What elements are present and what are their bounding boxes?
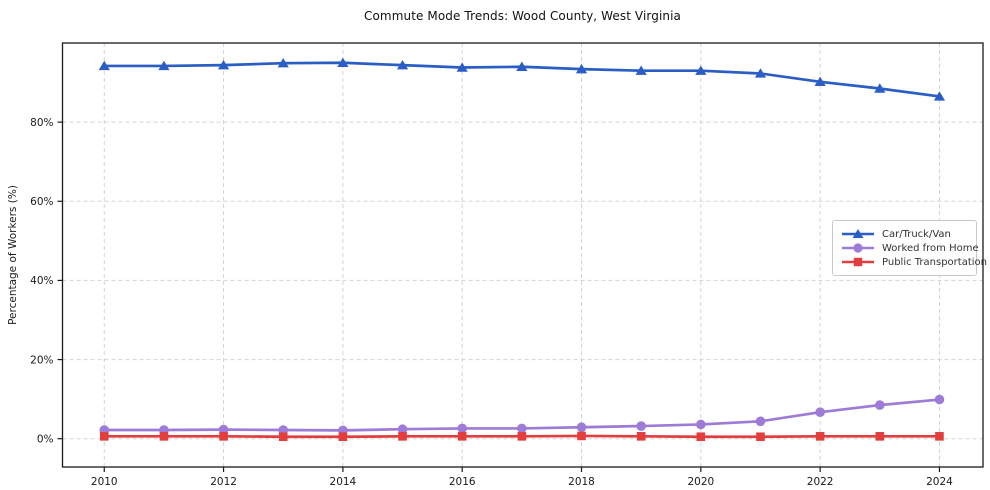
legend-label-car-truck-van: Car/Truck/Van [882,228,951,240]
data-point-marker [217,59,230,70]
data-point-marker [517,432,527,441]
legend: Car/Truck/Van Worked from Home Public Tran… [832,220,987,276]
legend-label-public-transportation: Public Transportation [882,256,987,268]
data-point-marker [278,432,288,442]
x-tick-label: 2012 [210,476,237,488]
x-tick-label: 2018 [568,476,595,488]
data-point-marker [874,400,885,410]
axes-border [61,42,984,468]
data-point-marker [695,65,707,75]
data-point-marker [218,424,229,435]
series-car-truck-van [98,57,946,101]
data-point-marker [98,60,110,71]
data-point-marker [933,91,946,101]
legend-item-public-transportation: Public Transportation [839,255,987,269]
y-tick-label: 0% [37,433,54,445]
data-point-marker [457,432,467,441]
series-public-transportation [99,431,944,442]
data-point-marker [397,424,408,435]
data-point-marker [158,60,170,71]
data-point-marker [696,419,706,430]
y-tick-label: 20% [30,354,53,366]
x-tick-label: 2022 [807,476,834,488]
legend-circle-marker-icon [842,243,874,253]
legend-label-worked-from-home: Worked from Home [882,242,979,254]
data-point-marker [338,432,348,442]
data-point-marker [517,423,527,434]
data-point-marker [575,63,588,74]
square-glyph [853,257,863,267]
x-tick-label: 2014 [330,476,357,488]
y-tick-label: 40% [30,275,53,287]
data-point-marker [696,432,706,442]
data-point-marker [755,416,766,427]
series-worked-from-home [99,394,945,436]
data-point-marker [635,65,647,75]
data-point-marker [754,68,767,78]
data-point-marker [159,432,169,441]
legend-item-car-truck-van: Car/Truck/Van [839,227,970,241]
data-point-marker [219,432,228,441]
x-tick-label: 2016 [449,476,476,488]
data-point-marker [337,57,349,67]
legend-item-worked-from-home: Worked from Home [839,241,979,255]
data-point-marker [278,425,289,435]
data-point-marker [815,407,825,417]
legend-square-marker-icon [842,257,874,267]
legend-triangle-marker-icon [842,229,874,238]
data-point-marker [814,76,826,86]
data-point-marker [636,421,646,431]
circle-glyph [853,243,863,253]
data-point-marker [577,431,586,441]
data-point-marker [935,432,944,441]
data-point-marker [99,432,109,441]
data-point-marker [636,432,646,441]
data-point-marker [815,432,825,441]
data-point-marker [516,61,528,71]
chart-title: Commute Mode Trends: Wood County, West V… [364,9,681,23]
data-point-marker [277,57,289,68]
x-tick-label: 2010 [91,476,118,488]
data-point-marker [756,432,765,442]
y-tick-label: 80% [30,117,53,129]
triangle-glyph [852,229,864,238]
data-point-marker [398,432,407,441]
x-tick-label: 2020 [687,476,714,488]
data-point-marker [456,62,468,72]
data-point-marker [934,394,945,405]
data-point-marker [874,83,886,93]
data-point-marker [457,423,467,434]
data-point-marker [875,432,885,441]
data-point-marker [396,59,409,70]
y-tick-label: 60% [30,196,53,208]
x-tick-label: 2024 [926,476,953,488]
data-point-marker [576,422,587,433]
